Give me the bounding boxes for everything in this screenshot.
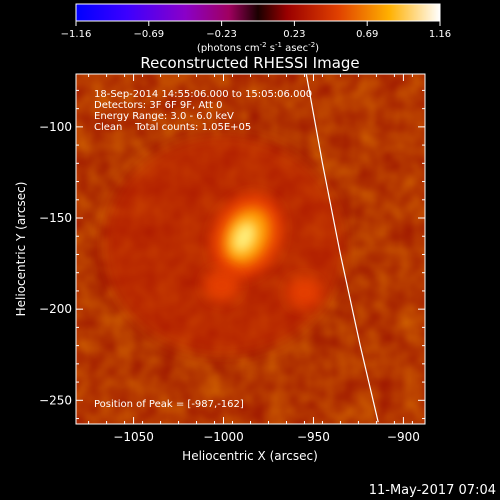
x-tick-label: −1050: [113, 430, 154, 444]
plot-area: −1050 −1000 −950 −900 −100 −150 −200 −250 18-Se…: [39, 73, 426, 444]
peak-position-label: Position of Peak = [-987,-162]: [94, 399, 244, 410]
colorbar-gradient: [75, 3, 441, 22]
colorbar-unit-part: s: [267, 43, 275, 54]
secondary-source: [203, 269, 240, 302]
timestamp: 11-May-2017 07:04: [369, 483, 496, 498]
colorbar-tick-label: −0.23: [206, 29, 237, 40]
chart-title: Reconstructed RHESSI Image: [140, 54, 359, 72]
colorbar-unit-label: (photons cm-2 s-1 asec-2): [197, 41, 319, 54]
x-tick-label: −950: [297, 430, 330, 444]
y-axis-label: Heliocentric Y (arcsec): [14, 182, 28, 317]
main-source-core: [231, 221, 257, 254]
colorbar-unit-part: asec: [282, 43, 308, 54]
colorbar-tick-label: 0.69: [356, 29, 378, 40]
colorbar-ticks: −1.16 −0.69 −0.23 0.23 0.69 1.16: [61, 21, 451, 40]
colorbar-unit-part: ): [315, 43, 319, 54]
info-clean-counts: Clean Total counts: 1.05E+05: [94, 122, 251, 133]
info-energy-range: Energy Range: 3.0 - 6.0 keV: [94, 111, 234, 122]
colorbar-tick-label: 0.23: [283, 29, 305, 40]
y-tick-label: −250: [39, 393, 72, 407]
colorbar-unit-part: -1: [275, 41, 282, 49]
info-time-range: 18-Sep-2014 14:55:06.000 to 15:05:06.000: [94, 89, 312, 100]
emission-sources: [103, 135, 344, 356]
colorbar: −1.16 −0.69 −0.23 0.23 0.69 1.16 (photons cm-…: [61, 3, 451, 54]
info-detectors: Detectors: 3F 6F 9F, Att 0: [94, 100, 222, 111]
colorbar-tick-label: −1.16: [61, 29, 92, 40]
x-tick-label: −900: [387, 430, 420, 444]
secondary-source: [286, 277, 322, 309]
y-tick-label: −200: [39, 302, 72, 316]
y-tick-label: −100: [39, 120, 72, 134]
y-tick-label: −150: [39, 211, 72, 225]
x-axis-label: Heliocentric X (arcsec): [182, 449, 318, 463]
colorbar-unit-part: -2: [260, 41, 267, 49]
colorbar-tick-label: −0.69: [133, 29, 164, 40]
colorbar-unit-part: -2: [308, 41, 315, 49]
emission-map: [76, 74, 425, 424]
colorbar-unit-part: (photons cm: [197, 43, 260, 54]
x-tick-label: −1000: [203, 430, 244, 444]
solar-limb-line: [305, 74, 379, 423]
axis-ticks: −1050 −1000 −950 −900 −100 −150 −200 −250: [39, 74, 425, 444]
colorbar-tick-label: 1.16: [429, 29, 451, 40]
